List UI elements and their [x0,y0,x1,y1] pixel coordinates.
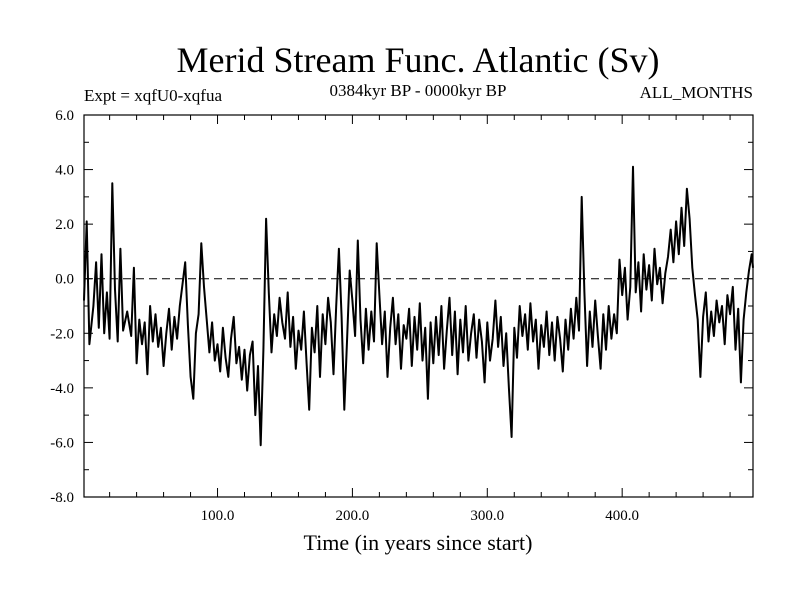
y-tick-label: 4.0 [55,163,74,179]
x-tick-label: 400.0 [605,508,639,524]
plot-area: -8.0 -6.0 -4.0 -2.0 0.0 2.0 4.0 6.0 100.0 200.0 30… [50,108,754,524]
y-tick-label: -2.0 [50,326,74,342]
x-tick-label: 200.0 [336,508,370,524]
y-tick-label: -8.0 [50,490,74,506]
y-tick-label: -4.0 [50,381,74,397]
y-tick-label: 2.0 [55,217,74,233]
x-tick-label: 100.0 [201,508,235,524]
y-tick-label: 0.0 [55,272,74,288]
series-line-0 [83,165,754,447]
y-tick-label: 6.0 [55,108,74,124]
y-tick-label: -6.0 [50,435,74,451]
experiment-label: Expt = xqfU0-xqfua [84,86,222,105]
x-tick-label: 300.0 [470,508,504,524]
x-axis-label: Time (in years since start) [304,530,533,555]
months-label: ALL_MONTHS [640,83,753,102]
plot-frame [83,114,754,498]
chart-title: Merid Stream Func. Atlantic (Sv) [177,40,660,80]
period-label: 0384kyr BP - 0000kyr BP [330,81,507,100]
